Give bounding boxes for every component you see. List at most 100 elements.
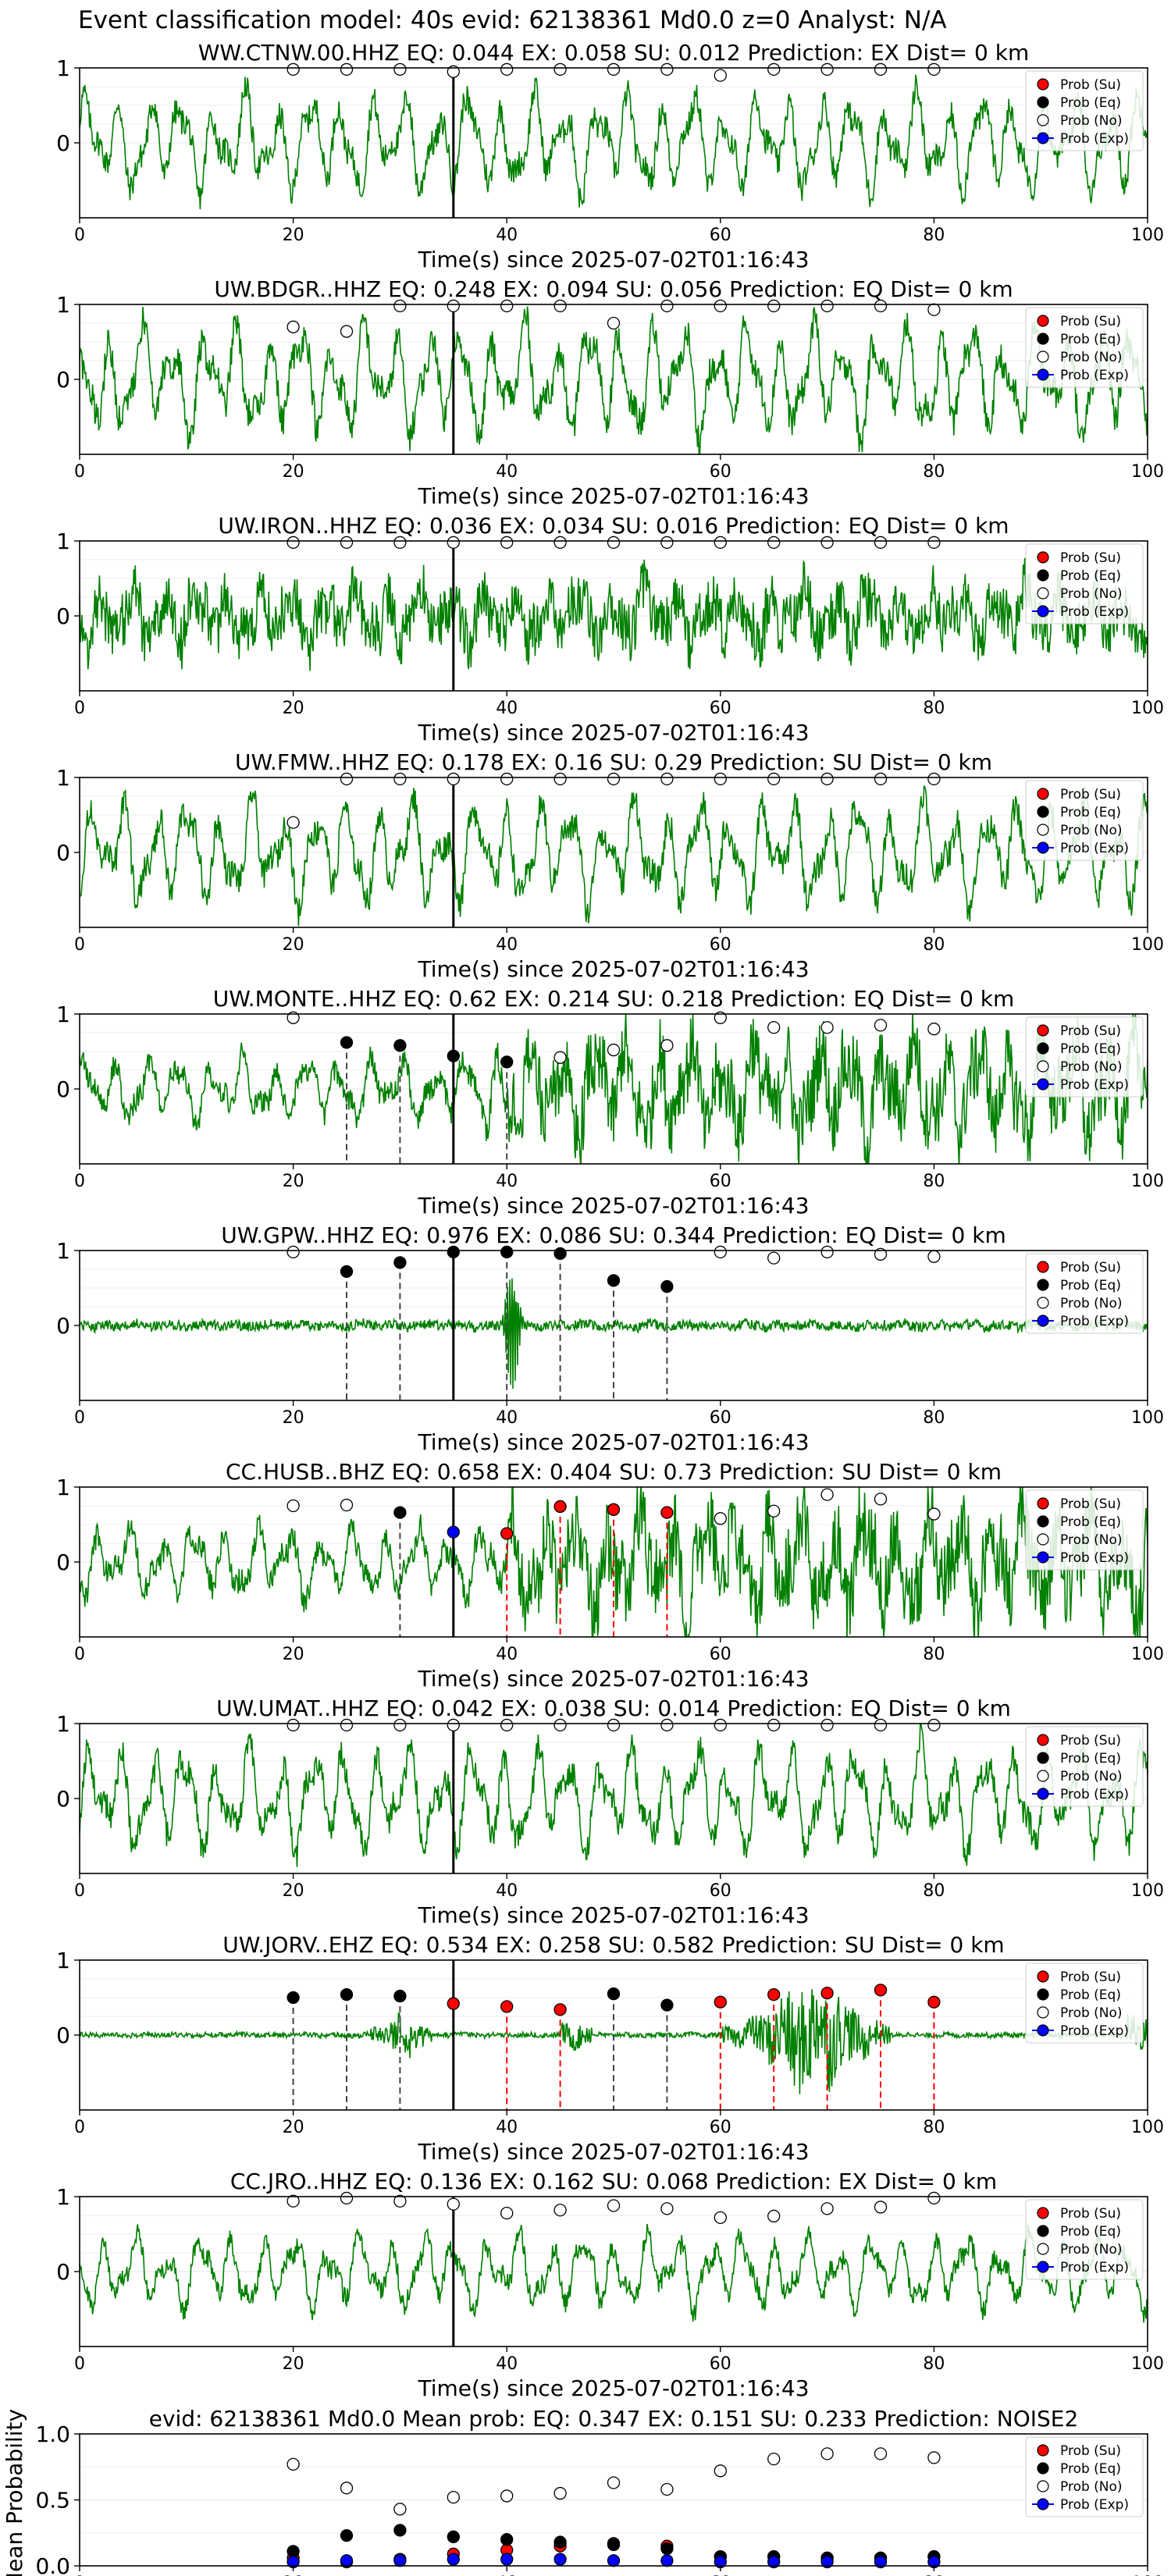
prob-marker-no	[287, 62, 300, 76]
chart-panel-9: UW.JORV..EHZ EQ: 0.534 EX: 0.258 SU: 0.5…	[56, 1932, 1164, 2165]
legend-marker-no	[1037, 114, 1049, 126]
legend-marker-eq	[1037, 1279, 1049, 1291]
prob-marker-no	[607, 316, 621, 330]
y-tick-label: 1	[56, 765, 70, 791]
x-tick-label: 20	[283, 1172, 304, 1191]
mean-prob-marker-exp	[393, 2554, 407, 2567]
x-tick-label: 100	[1131, 2574, 1164, 2576]
mean-prob-marker-no	[767, 2452, 781, 2466]
legend-label: Prob (Exp)	[1060, 1550, 1129, 1566]
mean-prob-marker-no	[500, 2489, 514, 2503]
prob-marker-su	[553, 2003, 567, 2016]
prob-marker-eq	[340, 1988, 354, 2001]
prob-marker-no	[820, 1021, 834, 1034]
legend-marker-exp	[1037, 1788, 1049, 1800]
x-tick-label: 0	[74, 462, 85, 482]
prob-marker-no	[874, 772, 888, 786]
mean-prob-marker-eq	[447, 2530, 460, 2543]
chart-panel-8: UW.UMAT..HHZ EQ: 0.042 EX: 0.038 SU: 0.0…	[56, 1695, 1164, 1928]
panel-title: WW.CTNW.00.HHZ EQ: 0.044 EX: 0.058 SU: 0…	[198, 40, 1029, 66]
panel-title: CC.HUSB..BHZ EQ: 0.658 EX: 0.404 SU: 0.7…	[226, 1459, 1002, 1485]
prob-marker-no	[393, 772, 407, 786]
legend-label: Prob (No)	[1060, 2479, 1123, 2495]
x-axis-label: Time(s) since 2025-07-02T01:16:43	[417, 1193, 809, 1219]
panel-title: UW.BDGR..HHZ EQ: 0.248 EX: 0.094 SU: 0.0…	[214, 276, 1013, 302]
x-axis-label: Time(s) since 2025-07-02T01:16:43	[417, 2375, 809, 2401]
x-tick-label: 40	[496, 2574, 518, 2576]
prob-marker-no	[927, 1023, 941, 1036]
x-tick-label: 0	[74, 2574, 85, 2576]
x-tick-label: 100	[1131, 2354, 1164, 2374]
x-tick-label: 20	[283, 1408, 304, 1428]
prob-marker-su	[447, 1997, 460, 2010]
prob-marker-eq	[607, 1274, 621, 1287]
legend: Prob (Su) Prob (Eq) Prob (No) Prob (Exp)	[1025, 2199, 1144, 2280]
prob-marker-no	[287, 1499, 300, 1513]
legend-marker-no	[1037, 1060, 1049, 1073]
x-tick-label: 20	[283, 1881, 304, 1901]
legend: Prob (Su) Prob (Eq) Prob (No) Prob (Exp)	[1025, 1016, 1144, 1098]
mean-prob-marker-no	[447, 2490, 460, 2504]
prob-marker-no	[393, 1718, 407, 1732]
prob-marker-no	[714, 535, 727, 550]
y-tick-label: 0.5	[35, 2488, 70, 2514]
legend-marker-no	[1037, 2480, 1049, 2492]
legend-box	[1025, 543, 1144, 624]
prob-marker-no	[660, 1039, 674, 1052]
legend-box	[1025, 1726, 1144, 1807]
legend-marker-su	[1037, 1497, 1049, 1510]
legend: Prob (Su) Prob (Eq) Prob (No) Prob (Exp)	[1025, 70, 1144, 151]
x-tick-label: 40	[496, 226, 518, 245]
legend-label: Prob (Su)	[1060, 550, 1121, 566]
prob-marker-su	[767, 1988, 781, 2001]
prob-marker-no	[340, 2191, 354, 2205]
x-tick-label: 80	[923, 1881, 945, 1901]
x-tick-label: 20	[283, 2574, 304, 2576]
mean-prob-marker-eq	[500, 2533, 514, 2546]
x-tick-label: 100	[1131, 935, 1164, 955]
x-tick-label: 20	[283, 2354, 304, 2374]
legend-label: Prob (No)	[1060, 1296, 1123, 1311]
prob-marker-no	[927, 772, 941, 786]
prob-marker-no	[393, 299, 407, 313]
x-tick-label: 100	[1131, 1881, 1164, 1901]
legend-label: Prob (Su)	[1060, 1260, 1121, 1276]
legend-box	[1025, 780, 1144, 861]
legend-label: Prob (Su)	[1060, 787, 1121, 802]
legend-marker-eq	[1037, 2225, 1049, 2237]
prob-marker-su	[607, 1503, 621, 1516]
x-tick-label: 20	[283, 935, 304, 955]
mean-prob-marker-eq	[660, 2542, 674, 2556]
mean-prob-marker-no	[927, 2451, 941, 2464]
prob-marker-no	[820, 1718, 834, 1732]
x-tick-label: 0	[74, 935, 85, 955]
prob-marker-no	[607, 1043, 621, 1057]
x-tick-label: 100	[1131, 1645, 1164, 1664]
legend-label: Prob (Su)	[1060, 1733, 1121, 1749]
y-tick-label: 0	[56, 1550, 70, 1575]
x-tick-label: 0	[74, 699, 85, 718]
legend-label: Prob (Su)	[1060, 2443, 1121, 2459]
panel-title: evid: 62138361 Md0.0 Mean prob: EQ: 0.34…	[149, 2406, 1079, 2432]
chart-panel-4: UW.FMW..HHZ EQ: 0.178 EX: 0.16 SU: 0.29 …	[56, 749, 1164, 982]
legend-marker-no	[1037, 1533, 1049, 1546]
x-tick-label: 80	[923, 699, 945, 718]
prob-marker-no	[340, 535, 354, 550]
y-tick-label: 1	[56, 1948, 70, 1973]
prob-marker-no	[393, 62, 407, 76]
x-tick-label: 100	[1131, 2118, 1164, 2137]
legend-label: Prob (Exp)	[1060, 1077, 1129, 1093]
y-tick-label: 1.0	[35, 2421, 70, 2447]
prob-marker-no	[393, 535, 407, 550]
prob-marker-no	[340, 772, 354, 786]
legend-label: Prob (No)	[1060, 2242, 1123, 2258]
legend-label: Prob (Eq)	[1060, 1278, 1121, 1293]
x-tick-label: 80	[923, 935, 945, 955]
legend: Prob (Su) Prob (Eq) Prob (No) Prob (Exp)	[1025, 1726, 1144, 1807]
prob-marker-exp	[447, 1525, 460, 1539]
legend-box	[1025, 1489, 1144, 1571]
x-tick-label: 0	[74, 2118, 85, 2137]
legend: Prob (Su) Prob (Eq) Prob (No) Prob (Exp)	[1025, 1962, 1144, 2044]
x-tick-label: 80	[923, 2574, 945, 2576]
panel-title: UW.MONTE..HHZ EQ: 0.62 EX: 0.214 SU: 0.2…	[213, 986, 1015, 1012]
